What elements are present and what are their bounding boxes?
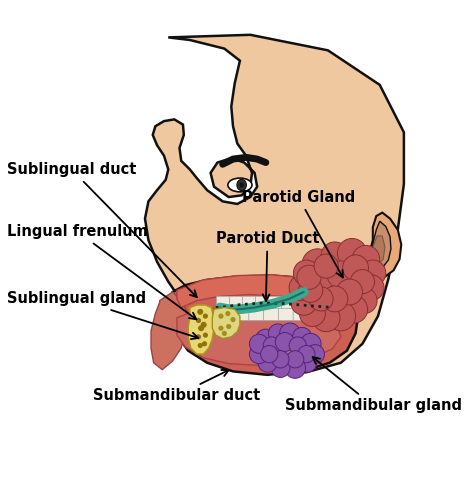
Circle shape xyxy=(326,301,356,331)
Circle shape xyxy=(268,324,287,343)
Circle shape xyxy=(302,249,333,280)
Text: Lingual frenulum: Lingual frenulum xyxy=(7,224,196,319)
Circle shape xyxy=(196,334,201,340)
Text: Parotid Duct: Parotid Duct xyxy=(216,231,319,301)
Circle shape xyxy=(343,255,368,281)
Circle shape xyxy=(298,345,315,363)
Circle shape xyxy=(203,313,208,319)
FancyBboxPatch shape xyxy=(234,308,249,320)
Circle shape xyxy=(351,288,377,313)
Polygon shape xyxy=(151,292,188,369)
Circle shape xyxy=(258,353,277,372)
Circle shape xyxy=(285,357,306,378)
Circle shape xyxy=(298,353,317,372)
Circle shape xyxy=(203,333,208,338)
Circle shape xyxy=(280,323,301,344)
Circle shape xyxy=(249,345,268,364)
Circle shape xyxy=(306,345,325,364)
Circle shape xyxy=(225,311,230,316)
Circle shape xyxy=(360,260,386,286)
Circle shape xyxy=(350,270,374,294)
Circle shape xyxy=(255,329,276,350)
Circle shape xyxy=(289,337,306,354)
Polygon shape xyxy=(195,309,205,337)
Circle shape xyxy=(219,326,224,331)
FancyBboxPatch shape xyxy=(307,296,320,310)
FancyBboxPatch shape xyxy=(308,308,323,320)
Ellipse shape xyxy=(228,178,252,192)
Circle shape xyxy=(275,333,294,352)
Polygon shape xyxy=(367,213,401,280)
FancyBboxPatch shape xyxy=(278,308,293,320)
Circle shape xyxy=(358,275,384,300)
Circle shape xyxy=(201,322,207,328)
Circle shape xyxy=(297,265,321,289)
Polygon shape xyxy=(177,305,341,365)
Polygon shape xyxy=(373,236,385,264)
Text: Sublingual duct: Sublingual duct xyxy=(7,162,197,297)
Circle shape xyxy=(222,331,227,336)
Circle shape xyxy=(327,261,355,288)
Circle shape xyxy=(309,287,333,311)
Polygon shape xyxy=(212,308,240,339)
Circle shape xyxy=(198,325,204,331)
FancyBboxPatch shape xyxy=(249,308,264,320)
Circle shape xyxy=(301,333,321,354)
Circle shape xyxy=(198,343,203,348)
FancyBboxPatch shape xyxy=(282,296,295,310)
Circle shape xyxy=(340,296,368,323)
FancyBboxPatch shape xyxy=(294,296,308,310)
Circle shape xyxy=(196,318,201,323)
Ellipse shape xyxy=(239,183,244,187)
Circle shape xyxy=(272,351,289,368)
FancyBboxPatch shape xyxy=(217,296,230,310)
Circle shape xyxy=(261,345,278,363)
Circle shape xyxy=(263,337,281,354)
Circle shape xyxy=(271,358,290,377)
FancyBboxPatch shape xyxy=(243,296,256,310)
Circle shape xyxy=(337,279,363,305)
Circle shape xyxy=(352,245,380,273)
FancyBboxPatch shape xyxy=(229,296,243,310)
FancyBboxPatch shape xyxy=(268,296,282,310)
Circle shape xyxy=(197,309,203,315)
Circle shape xyxy=(291,289,317,315)
FancyBboxPatch shape xyxy=(264,308,279,320)
Circle shape xyxy=(292,327,311,346)
Polygon shape xyxy=(145,35,404,374)
Polygon shape xyxy=(371,221,391,270)
Circle shape xyxy=(299,278,323,302)
Circle shape xyxy=(310,265,337,293)
Text: Submandibular duct: Submandibular duct xyxy=(93,370,260,403)
Text: Submandibular gland: Submandibular gland xyxy=(285,357,462,413)
Circle shape xyxy=(230,317,236,322)
Circle shape xyxy=(321,242,349,270)
Ellipse shape xyxy=(237,179,246,191)
FancyBboxPatch shape xyxy=(293,308,309,320)
Polygon shape xyxy=(177,275,352,313)
FancyBboxPatch shape xyxy=(219,308,235,320)
Text: Parotid Gland: Parotid Gland xyxy=(242,189,355,277)
Circle shape xyxy=(202,341,207,346)
Circle shape xyxy=(322,286,348,312)
Circle shape xyxy=(289,275,315,300)
Circle shape xyxy=(337,239,367,268)
Circle shape xyxy=(300,300,325,327)
Circle shape xyxy=(219,313,224,319)
FancyBboxPatch shape xyxy=(255,296,269,310)
Circle shape xyxy=(249,334,268,353)
Polygon shape xyxy=(171,276,358,375)
Text: Sublingual gland: Sublingual gland xyxy=(7,291,198,339)
Circle shape xyxy=(312,304,340,332)
Circle shape xyxy=(226,324,231,329)
Circle shape xyxy=(286,351,304,368)
Polygon shape xyxy=(188,305,214,354)
Circle shape xyxy=(314,254,338,278)
Circle shape xyxy=(293,260,319,286)
